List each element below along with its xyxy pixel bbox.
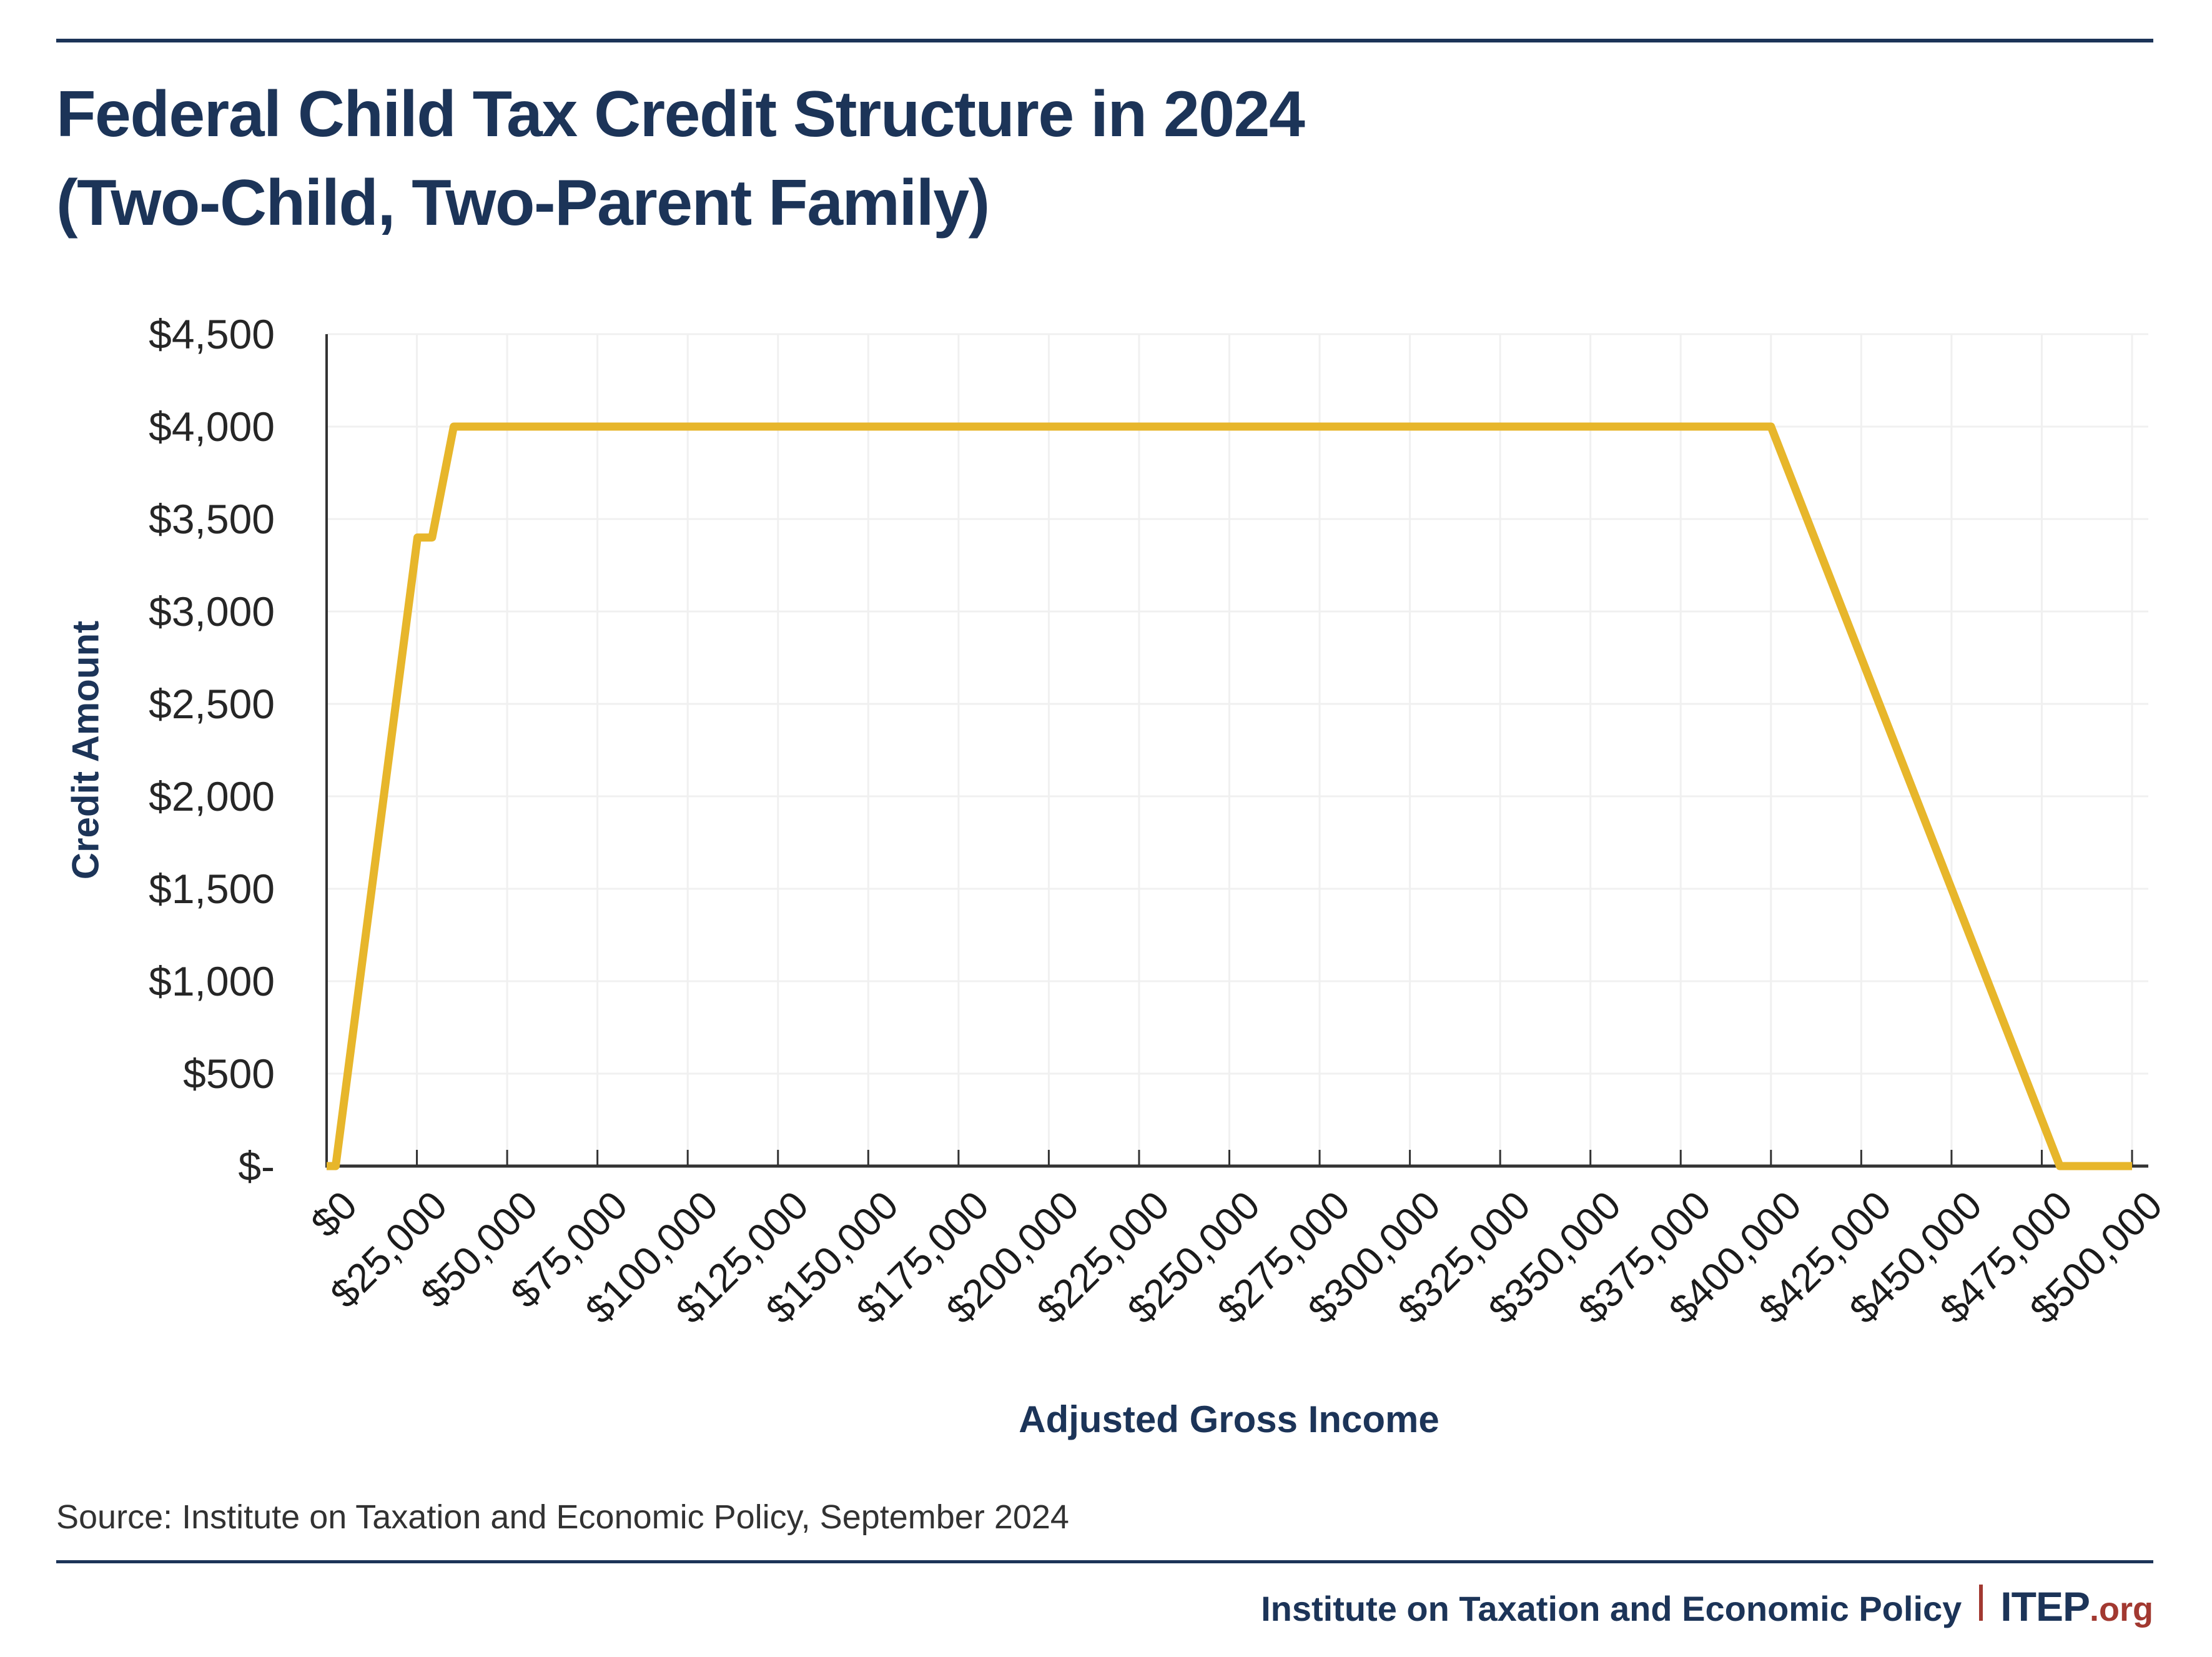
footer-brand-lockup: ITEP.org xyxy=(2000,1583,2153,1630)
chart-title-line1: Federal Child Tax Credit Structure in 20… xyxy=(56,78,1305,151)
footer-brand-itep: ITEP xyxy=(2000,1583,2090,1630)
x-tick-label: $0 xyxy=(302,1182,366,1246)
top-divider xyxy=(56,39,2153,42)
y-tick-label: $1,000 xyxy=(149,958,275,1004)
chart-title-line2: (Two-Child, Two-Parent Family) xyxy=(56,167,990,239)
y-tick-label: $4,000 xyxy=(149,403,275,450)
credit-amount-line xyxy=(327,422,2132,1170)
bottom-divider xyxy=(56,1560,2153,1563)
y-tick-label: $3,500 xyxy=(149,496,275,542)
footer-org-name: Institute on Taxation and Economic Polic… xyxy=(1261,1589,1962,1628)
plot-area xyxy=(325,333,2156,1174)
y-tick-label: $500 xyxy=(183,1051,275,1097)
y-axis-title: Credit Amount xyxy=(64,620,107,880)
chart-title: Federal Child Tax Credit Structure in 20… xyxy=(56,70,1305,247)
y-tick-label: $2,500 xyxy=(149,681,275,727)
credit-line-chart xyxy=(325,333,2148,1170)
y-tick-label: $4,500 xyxy=(149,311,275,357)
y-tick-label: $- xyxy=(238,1143,275,1189)
y-tick-label: $3,000 xyxy=(149,588,275,635)
source-note: Source: Institute on Taxation and Econom… xyxy=(56,1498,1069,1536)
x-axis-title: Adjusted Gross Income xyxy=(1019,1398,1439,1440)
footer-brand-org-suffix: .org xyxy=(2090,1591,2153,1628)
footer-separator-bar xyxy=(1979,1585,1983,1621)
y-tick-label: $2,000 xyxy=(149,773,275,819)
footer: Institute on Taxation and Economic Polic… xyxy=(1261,1583,2153,1630)
y-tick-label: $1,500 xyxy=(149,866,275,912)
